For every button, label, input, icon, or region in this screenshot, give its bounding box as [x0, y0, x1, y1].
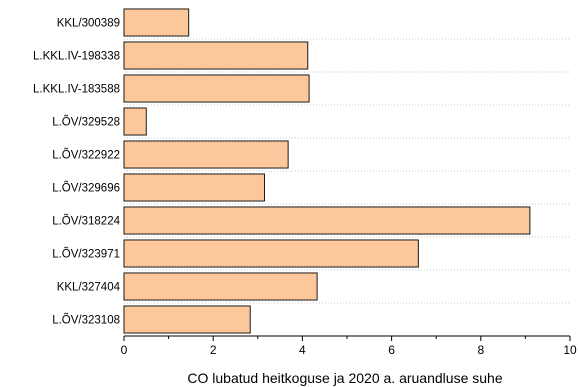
category-label: L.KKL.IV-183588 — [33, 84, 120, 96]
gridlines — [124, 38, 570, 304]
category-label: L.ÕV/322922 — [52, 149, 120, 162]
category-label: KKL/300389 — [57, 18, 120, 30]
category-label: L.ÕV/318224 — [52, 215, 120, 228]
bar — [123, 272, 318, 301]
bar — [123, 74, 310, 103]
category-label: KKL/327404 — [57, 282, 121, 294]
category-label: L.ÕV/323108 — [52, 314, 120, 327]
x-tick-label: 8 — [477, 343, 484, 357]
bar — [123, 8, 190, 37]
category-label: L.ÕV/329696 — [52, 182, 120, 195]
x-tick-label: 6 — [388, 343, 395, 357]
bar — [123, 239, 419, 268]
x-tick-label: 2 — [210, 343, 217, 357]
bar — [123, 305, 251, 334]
x-ticks: 0 2 4 6 8 10 — [121, 336, 577, 357]
category-label: L.ÕV/329528 — [52, 116, 120, 129]
bar — [123, 140, 289, 169]
category-label: L.ÕV/323971 — [52, 248, 120, 261]
category-labels: KKL/300389 L.KKL.IV-198338 L.KKL.IV-183588… — [33, 18, 121, 327]
category-label: L.KKL.IV-198338 — [33, 51, 120, 63]
bar — [123, 173, 265, 202]
x-tick-label: 10 — [563, 343, 577, 357]
bar — [123, 41, 309, 70]
x-tick-label: 0 — [121, 343, 128, 357]
bar — [123, 206, 531, 235]
x-tick-label: 4 — [299, 343, 306, 357]
x-axis-title: CO lubatud heitkoguse ja 2020 a. aruandl… — [187, 370, 502, 386]
bar — [123, 107, 147, 136]
bars — [123, 8, 531, 334]
